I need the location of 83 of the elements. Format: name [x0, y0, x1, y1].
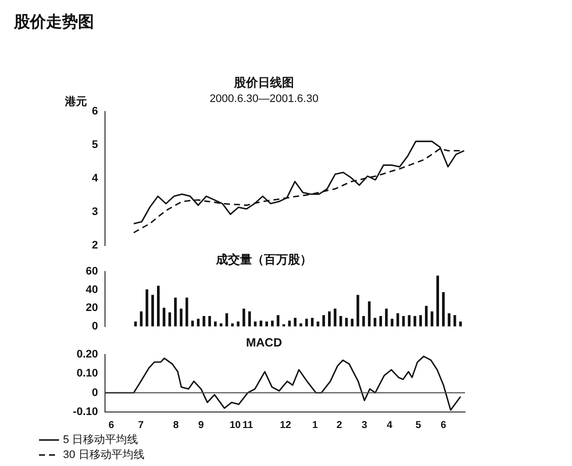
bar [442, 292, 445, 326]
x-tick-label: 12 [280, 420, 292, 431]
bar [162, 308, 166, 326]
x-tick-label: 5 [416, 420, 422, 431]
bar [180, 308, 182, 326]
y-tick-label: 0.10 [76, 368, 98, 380]
bar [260, 320, 262, 326]
bar [225, 313, 228, 326]
bar [414, 316, 416, 326]
bar [186, 298, 188, 326]
bar [316, 321, 320, 326]
y-tick-label: 60 [86, 265, 98, 278]
x-tick-label: 11 [242, 420, 254, 431]
bar [174, 298, 177, 326]
bar [191, 320, 194, 326]
y-tick-label: 0 [92, 386, 98, 399]
x-tick-label: 10 [230, 420, 242, 431]
bar [448, 313, 450, 326]
bar [220, 323, 222, 326]
x-tick-label: 3 [362, 420, 368, 431]
x-tick-label: 6 [440, 420, 447, 431]
y-tick-label: 6 [92, 106, 98, 118]
y-tick-label: -0.10 [72, 406, 98, 418]
chart-title: MACD [246, 336, 282, 350]
bar [334, 308, 336, 326]
bar [453, 315, 456, 326]
bar [368, 301, 371, 326]
bar [362, 316, 365, 326]
bar [402, 316, 405, 326]
bar [231, 323, 234, 326]
bar [459, 321, 462, 326]
bar [419, 315, 422, 326]
y-tick-label: 0 [92, 320, 98, 332]
x-tick-label: 7 [138, 420, 144, 431]
x-tick-label: 9 [198, 420, 204, 431]
bar [208, 316, 211, 326]
chart-subtitle: 2000.6.30—2001.6.30 [210, 93, 318, 106]
bar [140, 311, 143, 326]
bar [151, 294, 154, 326]
chart-title: 股价日线图 [233, 76, 294, 90]
bar [390, 318, 394, 326]
y-tick-label: 4 [92, 172, 99, 185]
y-tick-label: 0.20 [76, 348, 98, 360]
bar [134, 321, 137, 326]
x-tick-label: 2 [336, 420, 343, 431]
bar [146, 289, 148, 326]
y-tick-label: 3 [92, 206, 98, 218]
bar [157, 286, 160, 326]
bar [430, 311, 434, 326]
bar [385, 308, 388, 326]
bar [242, 308, 246, 326]
bar [288, 320, 291, 326]
y-axis-title: 港元 [64, 95, 87, 108]
bar [168, 312, 172, 326]
bar [396, 313, 400, 326]
text: 股价走势图 [14, 12, 94, 33]
bar [305, 318, 308, 326]
bar [202, 316, 206, 326]
x-tick-label: 1 [312, 420, 318, 431]
bar [356, 294, 360, 326]
bar [350, 318, 354, 326]
y-tick-label: 40 [86, 284, 98, 296]
bar [328, 311, 331, 326]
chart-title: 成交量（百万股） [215, 252, 312, 267]
legend-label: 30 日移动平均线 [63, 448, 144, 462]
bar [436, 276, 440, 326]
bar [374, 318, 376, 326]
legend-label: 5 日移动平均线 [63, 433, 138, 447]
y-tick-label: 5 [92, 139, 98, 152]
bar [276, 315, 280, 326]
bar [322, 315, 325, 326]
x-tick-label: 6 [108, 420, 115, 431]
bar [408, 315, 411, 326]
y-tick-label: 2 [92, 239, 98, 252]
bar [345, 318, 348, 326]
y-tick-label: 20 [86, 302, 98, 314]
x-tick-label: 4 [386, 420, 393, 431]
bar [424, 306, 428, 326]
bar [379, 316, 382, 326]
bar [339, 316, 342, 326]
bar [248, 311, 251, 326]
bar [196, 318, 200, 326]
x-tick-label: 8 [173, 420, 180, 431]
